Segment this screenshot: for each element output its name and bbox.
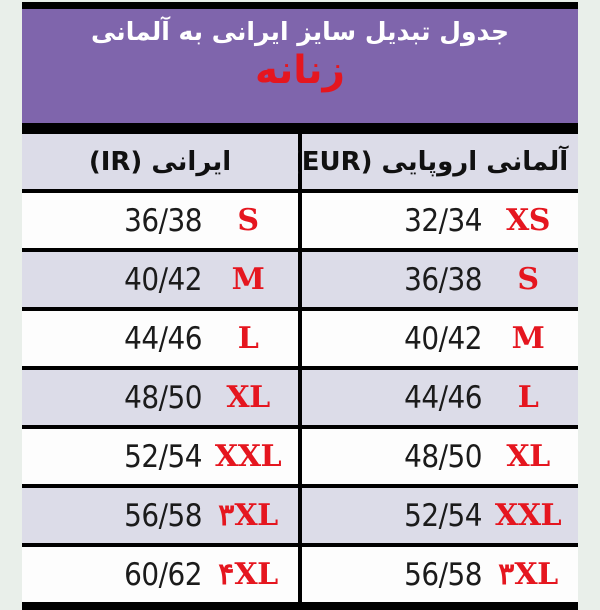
size-number: 56/58 [404, 556, 482, 593]
size-letter: M [231, 262, 265, 297]
size-number: 36/38 [124, 202, 202, 239]
size-letter: XXL [214, 439, 282, 474]
size-cell-content: 44/46 L [22, 311, 298, 366]
size-letter: S [517, 262, 539, 297]
size-letter: L [237, 321, 259, 356]
size-cell-content: 32/34 XS [302, 193, 578, 248]
size-letter: XL [226, 380, 270, 415]
size-cell-content: 40/42 M [302, 311, 578, 366]
size-letter: ۳XL [218, 498, 278, 533]
size-cell-content: 36/38 S [302, 252, 578, 307]
size-cell-left: 32/34 XS [298, 189, 578, 252]
size-cell-left: 40/42 M [298, 307, 578, 370]
banner-bottom-rule [22, 123, 578, 130]
size-letter: ۳XL [498, 557, 558, 592]
size-number: 40/42 [404, 320, 482, 357]
table-head: آلمانی اروپایی (EUR) ایرانی (IR) [22, 130, 578, 193]
size-number: 52/54 [404, 497, 482, 534]
table-row: 56/58 ۳XL 60/62 ۴XL [22, 543, 578, 610]
size-cell-right: 44/46 L [22, 307, 300, 370]
size-number: 36/38 [404, 261, 482, 298]
size-conversion-table: آلمانی اروپایی (EUR) ایرانی (IR) 32/34 XS… [22, 130, 578, 610]
size-number: 32/34 [404, 202, 482, 239]
size-letter: XL [506, 439, 550, 474]
size-letter: XXL [494, 498, 562, 533]
size-cell-content: 56/58 ۳XL [22, 488, 298, 543]
size-number: 48/50 [124, 379, 202, 416]
size-cell-content: 52/54 XXL [22, 429, 298, 484]
size-cell-left: 36/38 S [298, 248, 578, 311]
size-cell-right: 60/62 ۴XL [22, 543, 300, 610]
size-number: 44/46 [124, 320, 202, 357]
size-cell-right: 52/54 XXL [22, 425, 300, 488]
table-row: 52/54 XXL 56/58 ۳XL [22, 484, 578, 547]
chart-title: جدول تبدیل سایز ایرانی به آلمانی [91, 17, 509, 46]
size-cell-content: 56/58 ۳XL [302, 547, 578, 602]
size-cell-content: 48/50 XL [302, 429, 578, 484]
size-cell-content: 48/50 XL [22, 370, 298, 425]
column-header-eur: آلمانی اروپایی (EUR) [290, 130, 578, 193]
size-cell-content: 44/46 L [302, 370, 578, 425]
size-cell-content: 52/54 XXL [302, 488, 578, 543]
size-cell-right: 40/42 M [22, 248, 300, 311]
column-header-eur-label: آلمانی اروپایی (EUR) [290, 146, 569, 177]
size-number: 40/42 [124, 261, 202, 298]
column-header-ir-label: ایرانی (IR) [88, 146, 232, 177]
table-row: 36/38 S 40/42 M [22, 248, 578, 311]
size-cell-left: 56/58 ۳XL [298, 543, 578, 610]
size-number: 56/58 [124, 497, 202, 534]
size-number: 52/54 [124, 438, 202, 475]
chart-subtitle: زنانه [254, 48, 346, 94]
chart-banner: جدول تبدیل سایز ایرانی به آلمانی زنانه [22, 2, 578, 130]
banner-body: جدول تبدیل سایز ایرانی به آلمانی زنانه [22, 9, 578, 123]
table-row: 48/50 XL 52/54 XXL [22, 425, 578, 488]
table-header-row: آلمانی اروپایی (EUR) ایرانی (IR) [22, 130, 578, 193]
size-letter: XS [506, 203, 550, 238]
size-number: 60/62 [124, 556, 202, 593]
size-letter: S [237, 203, 259, 238]
size-cell-content: 40/42 M [22, 252, 298, 307]
table-row: 40/42 M 44/46 L [22, 307, 578, 370]
size-cell-content: 60/62 ۴XL [22, 547, 298, 602]
column-header-ir: ایرانی (IR) [22, 130, 300, 193]
size-letter: M [511, 321, 545, 356]
size-cell-right: 36/38 S [22, 189, 300, 252]
size-cell-content: 36/38 S [22, 193, 298, 248]
size-letter: L [517, 380, 539, 415]
table-body: 32/34 XS 36/38 S 36/38 S 40/42 M 40/42 M 44/46 L 44/… [22, 189, 578, 610]
size-number: 48/50 [404, 438, 482, 475]
size-table-wrapper: آلمانی اروپایی (EUR) ایرانی (IR) 32/34 XS… [22, 130, 578, 610]
size-letter: ۴XL [218, 557, 278, 592]
size-number: 44/46 [404, 379, 482, 416]
size-cell-right: 48/50 XL [22, 366, 300, 429]
size-cell-left: 48/50 XL [298, 425, 578, 488]
table-row: 32/34 XS 36/38 S [22, 189, 578, 252]
size-cell-right: 56/58 ۳XL [22, 484, 300, 547]
banner-top-rule [22, 2, 578, 9]
size-cell-left: 44/46 L [298, 366, 578, 429]
size-cell-left: 52/54 XXL [298, 484, 578, 547]
table-row: 44/46 L 48/50 XL [22, 366, 578, 429]
